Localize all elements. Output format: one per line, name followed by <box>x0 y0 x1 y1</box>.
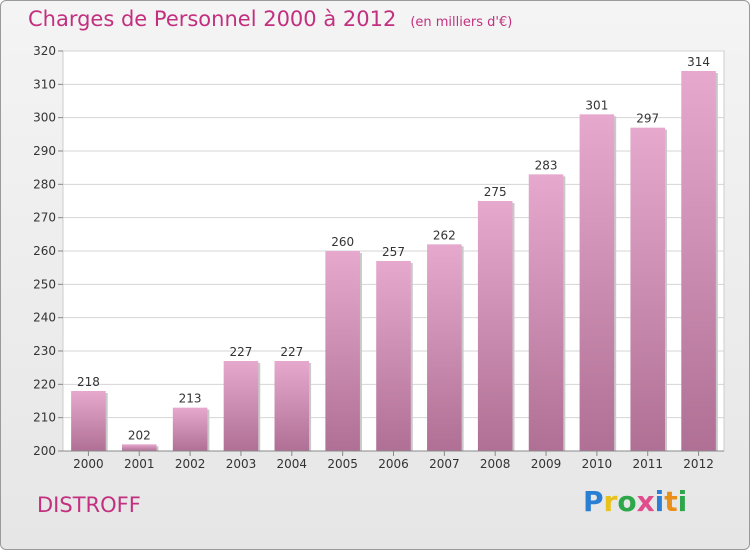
bar <box>579 114 615 451</box>
chart-title: Charges de Personnel 2000 à 2012 (en mill… <box>28 7 512 31</box>
logo-letter: o <box>617 485 637 518</box>
y-tick-label: 290 <box>33 144 56 158</box>
bar <box>71 391 106 451</box>
logo-letter: x <box>636 485 655 518</box>
data-label: 262 <box>433 228 456 242</box>
data-label: 297 <box>636 112 659 126</box>
y-tick-label: 300 <box>33 111 56 125</box>
x-tick-label: 2008 <box>480 457 511 471</box>
bar <box>274 361 310 451</box>
y-tick-label: 280 <box>33 177 56 191</box>
bar <box>477 201 513 451</box>
y-tick-label: 260 <box>33 244 56 258</box>
y-tick-label: 270 <box>33 211 56 225</box>
x-tick-label: 2004 <box>277 457 308 471</box>
bar <box>376 261 411 451</box>
bar <box>223 361 259 451</box>
x-tick-label: 2001 <box>124 457 155 471</box>
data-label: 283 <box>535 158 558 172</box>
bars: 218 202 213 227 227 260 257 262 275 283 301 297 314 <box>71 55 718 452</box>
bar <box>528 174 564 452</box>
commune-name: DISTROFF <box>37 493 141 517</box>
logo-letter: i <box>654 485 665 518</box>
y-tick-label: 220 <box>33 377 56 391</box>
x-tick-label: 2009 <box>531 457 562 471</box>
data-label: 218 <box>77 375 100 389</box>
y-axis: 200 210 220 230 240 250 260 270 280 290 300 310 320 <box>33 44 63 458</box>
x-tick-label: 2010 <box>582 457 613 471</box>
x-tick-label: 2011 <box>632 457 663 471</box>
logo-letter: t <box>664 485 678 518</box>
bar <box>121 444 157 451</box>
y-tick-label: 200 <box>33 444 56 458</box>
unit-note: (en milliers d'€) <box>410 15 513 30</box>
bar <box>630 127 666 452</box>
bar <box>325 251 360 451</box>
x-tick-label: 2006 <box>378 457 409 471</box>
data-label: 257 <box>382 245 405 259</box>
proxiti-logo: Proxiti <box>583 485 687 518</box>
logo-letter: P <box>583 485 604 518</box>
title-text: Charges de Personnel 2000 à 2012 <box>28 7 397 31</box>
logo-letter: r <box>603 485 618 518</box>
logo-letter: i <box>677 485 688 518</box>
data-label: 227 <box>230 345 253 359</box>
x-tick-label: 2012 <box>683 457 714 471</box>
x-tick-label: 2007 <box>429 457 460 471</box>
y-tick-label: 310 <box>33 77 56 91</box>
x-tick-label: 2005 <box>327 457 358 471</box>
data-label: 260 <box>331 235 354 249</box>
data-label: 314 <box>687 55 710 69</box>
data-label: 275 <box>484 185 507 199</box>
bar <box>427 244 462 451</box>
data-label: 213 <box>179 392 202 406</box>
x-tick-label: 2003 <box>226 457 257 471</box>
x-axis: 2000 2001 2002 2003 2004 2005 2006 2007 2008 2009… <box>63 450 724 471</box>
y-tick-label: 320 <box>33 44 56 58</box>
bar <box>681 71 716 451</box>
data-label: 301 <box>585 98 608 112</box>
data-label: 202 <box>128 428 151 442</box>
bar <box>172 407 208 451</box>
x-tick-label: 2002 <box>175 457 206 471</box>
y-tick-label: 210 <box>33 411 56 425</box>
x-tick-label: 2000 <box>73 457 104 471</box>
data-label: 227 <box>280 345 303 359</box>
y-tick-label: 250 <box>33 277 56 291</box>
y-tick-label: 240 <box>33 311 56 325</box>
y-tick-label: 230 <box>33 344 56 358</box>
